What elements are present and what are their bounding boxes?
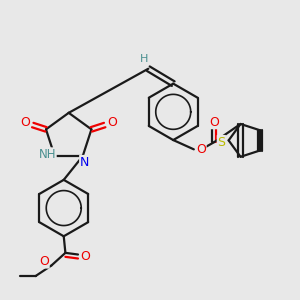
Text: O: O xyxy=(20,116,30,129)
Text: O: O xyxy=(209,116,219,129)
Text: NH: NH xyxy=(39,148,56,161)
Text: H: H xyxy=(140,54,148,64)
Text: O: O xyxy=(196,143,206,156)
Text: O: O xyxy=(108,116,118,129)
Text: O: O xyxy=(39,255,49,268)
Text: N: N xyxy=(80,155,89,169)
Text: O: O xyxy=(80,250,90,263)
Text: S: S xyxy=(217,136,225,148)
